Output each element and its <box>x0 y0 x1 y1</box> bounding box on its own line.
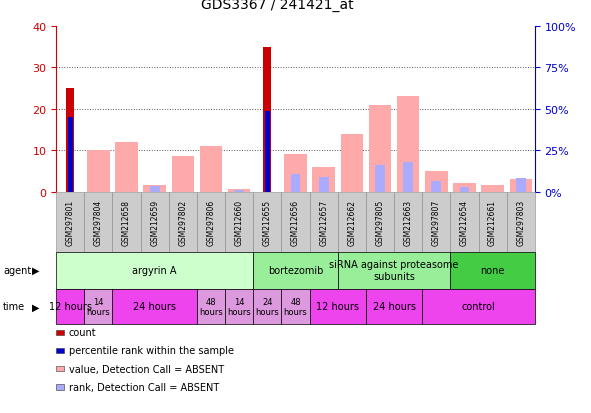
Text: 24 hours: 24 hours <box>372 301 415 312</box>
Text: GSM212660: GSM212660 <box>235 199 243 245</box>
Text: GSM297802: GSM297802 <box>178 199 187 245</box>
Text: none: none <box>480 266 505 275</box>
Text: 24 hours: 24 hours <box>133 301 176 312</box>
Text: 14
hours: 14 hours <box>86 297 111 316</box>
Text: 12 hours: 12 hours <box>316 301 359 312</box>
Text: agent: agent <box>3 266 31 275</box>
Text: bortezomib: bortezomib <box>268 266 323 275</box>
Text: percentile rank within the sample: percentile rank within the sample <box>69 346 233 356</box>
Text: 12 hours: 12 hours <box>48 301 92 312</box>
Text: time: time <box>3 301 25 312</box>
Bar <box>453 184 476 192</box>
Text: siRNA against proteasome
subunits: siRNA against proteasome subunits <box>329 260 459 281</box>
Bar <box>150 186 160 192</box>
Bar <box>369 105 391 192</box>
Bar <box>313 167 335 192</box>
Bar <box>375 166 385 192</box>
Text: GSM297805: GSM297805 <box>375 199 385 245</box>
Text: GSM212662: GSM212662 <box>348 199 356 245</box>
Bar <box>115 142 138 192</box>
Bar <box>87 151 110 192</box>
Text: GSM297803: GSM297803 <box>517 199 525 245</box>
Text: 24
hours: 24 hours <box>255 297 279 316</box>
Text: 48
hours: 48 hours <box>199 297 223 316</box>
Text: control: control <box>462 301 495 312</box>
Bar <box>509 180 532 192</box>
Text: 48
hours: 48 hours <box>284 297 307 316</box>
Bar <box>264 47 271 192</box>
Text: GSM297807: GSM297807 <box>432 199 441 245</box>
Bar <box>234 190 244 192</box>
Text: rank, Detection Call = ABSENT: rank, Detection Call = ABSENT <box>69 382 219 392</box>
Text: GSM212663: GSM212663 <box>404 199 413 245</box>
Text: GSM212661: GSM212661 <box>488 199 497 245</box>
Text: count: count <box>69 328 96 337</box>
Text: 14
hours: 14 hours <box>228 297 251 316</box>
Bar <box>291 175 300 192</box>
Text: value, Detection Call = ABSENT: value, Detection Call = ABSENT <box>69 364 223 374</box>
Text: GSM212658: GSM212658 <box>122 199 131 245</box>
Bar <box>460 187 469 192</box>
Text: GSM212654: GSM212654 <box>460 199 469 245</box>
Bar <box>265 112 270 192</box>
Bar <box>403 162 413 192</box>
Bar <box>481 186 504 192</box>
Bar <box>340 134 363 192</box>
Bar <box>68 118 73 192</box>
Bar <box>228 190 251 192</box>
Text: ▶: ▶ <box>32 266 39 275</box>
Text: GSM212655: GSM212655 <box>263 199 272 245</box>
Bar <box>425 171 447 192</box>
Bar <box>431 181 441 192</box>
Bar <box>319 177 329 192</box>
Bar <box>516 179 526 192</box>
Text: GSM212657: GSM212657 <box>319 199 328 245</box>
Text: GSM212656: GSM212656 <box>291 199 300 245</box>
Text: ▶: ▶ <box>32 301 39 312</box>
Bar <box>200 147 222 192</box>
Bar <box>66 89 74 192</box>
Text: GSM297806: GSM297806 <box>206 199 216 245</box>
Bar <box>171 157 194 192</box>
Text: GSM297804: GSM297804 <box>94 199 103 245</box>
Bar <box>397 97 420 192</box>
Text: GSM212659: GSM212659 <box>150 199 159 245</box>
Bar <box>284 155 307 192</box>
Text: GSM297801: GSM297801 <box>66 199 74 245</box>
Text: GDS3367 / 241421_at: GDS3367 / 241421_at <box>202 0 354 12</box>
Bar <box>144 186 166 192</box>
Text: argyrin A: argyrin A <box>132 266 177 275</box>
